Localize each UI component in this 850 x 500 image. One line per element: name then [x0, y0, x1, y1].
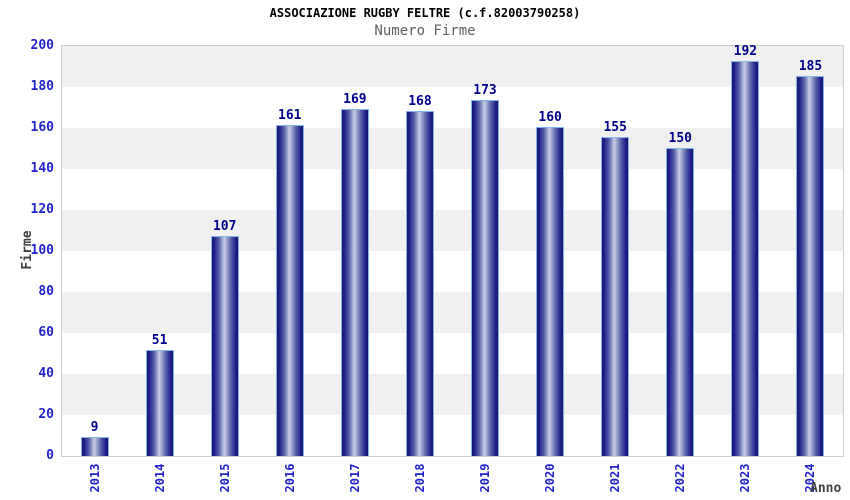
bar-value-label: 155: [603, 120, 627, 136]
chart-title: ASSOCIAZIONE RUGBY FELTRE (c.f.820037902…: [269, 6, 581, 20]
x-axis-title: Anno: [810, 481, 842, 496]
bar-value-label: 168: [408, 93, 432, 109]
bar-value-label: 150: [668, 130, 693, 146]
x-tick-label: 2021: [608, 463, 623, 493]
x-tick-label: 2022: [673, 463, 688, 493]
x-tick-label: 2019: [478, 463, 493, 493]
bar: [471, 100, 500, 456]
x-tick-label: 2014: [152, 463, 167, 493]
bar-value-label: 107: [212, 218, 237, 234]
y-tick-label: 180: [30, 79, 54, 94]
y-tick-label: 120: [30, 202, 54, 217]
x-tick-label: 2013: [87, 463, 102, 493]
y-tick-label: 60: [38, 325, 54, 340]
x-tick-label: 2018: [412, 463, 427, 493]
bar: [601, 137, 630, 456]
bar: [731, 61, 760, 456]
y-tick-label: 80: [38, 284, 54, 299]
y-tick-label: 0: [46, 448, 54, 463]
bar-value-label: 160: [538, 110, 562, 125]
bar: [80, 436, 109, 456]
y-tick-label: 100: [30, 243, 54, 258]
x-tick-label: 2023: [738, 463, 753, 493]
bar-value-label: 51: [151, 333, 168, 349]
bar: [210, 235, 239, 456]
bar: [405, 110, 434, 456]
bar: [275, 124, 304, 456]
bar: [536, 127, 565, 456]
y-tick-label: 200: [30, 38, 54, 53]
x-tick-label: 2015: [217, 463, 232, 493]
bar-value-label: 192: [733, 44, 758, 60]
bar-value-label: 161: [278, 107, 302, 123]
bar-value-label: 173: [473, 83, 497, 99]
y-tick-label: 160: [30, 120, 54, 135]
bar-value-label: 185: [798, 58, 823, 74]
x-tick-label: 2017: [347, 463, 362, 493]
y-tick-label: 140: [30, 161, 54, 176]
y-tick-label: 40: [38, 366, 54, 381]
bar: [145, 350, 174, 456]
bar-value-label: 169: [343, 91, 367, 107]
bar: [340, 108, 369, 456]
x-tick-label: 2016: [282, 463, 297, 493]
bar-value-label: 9: [90, 419, 99, 435]
bar: [796, 75, 825, 456]
bar: [666, 147, 695, 456]
x-tick-label: 2020: [543, 463, 558, 493]
chart-subtitle: Numero Firme: [374, 23, 476, 39]
plot-area: 9 51 107 161 169 168 173 160 155 150 192 185: [61, 44, 844, 457]
y-tick-label: 20: [38, 407, 54, 422]
